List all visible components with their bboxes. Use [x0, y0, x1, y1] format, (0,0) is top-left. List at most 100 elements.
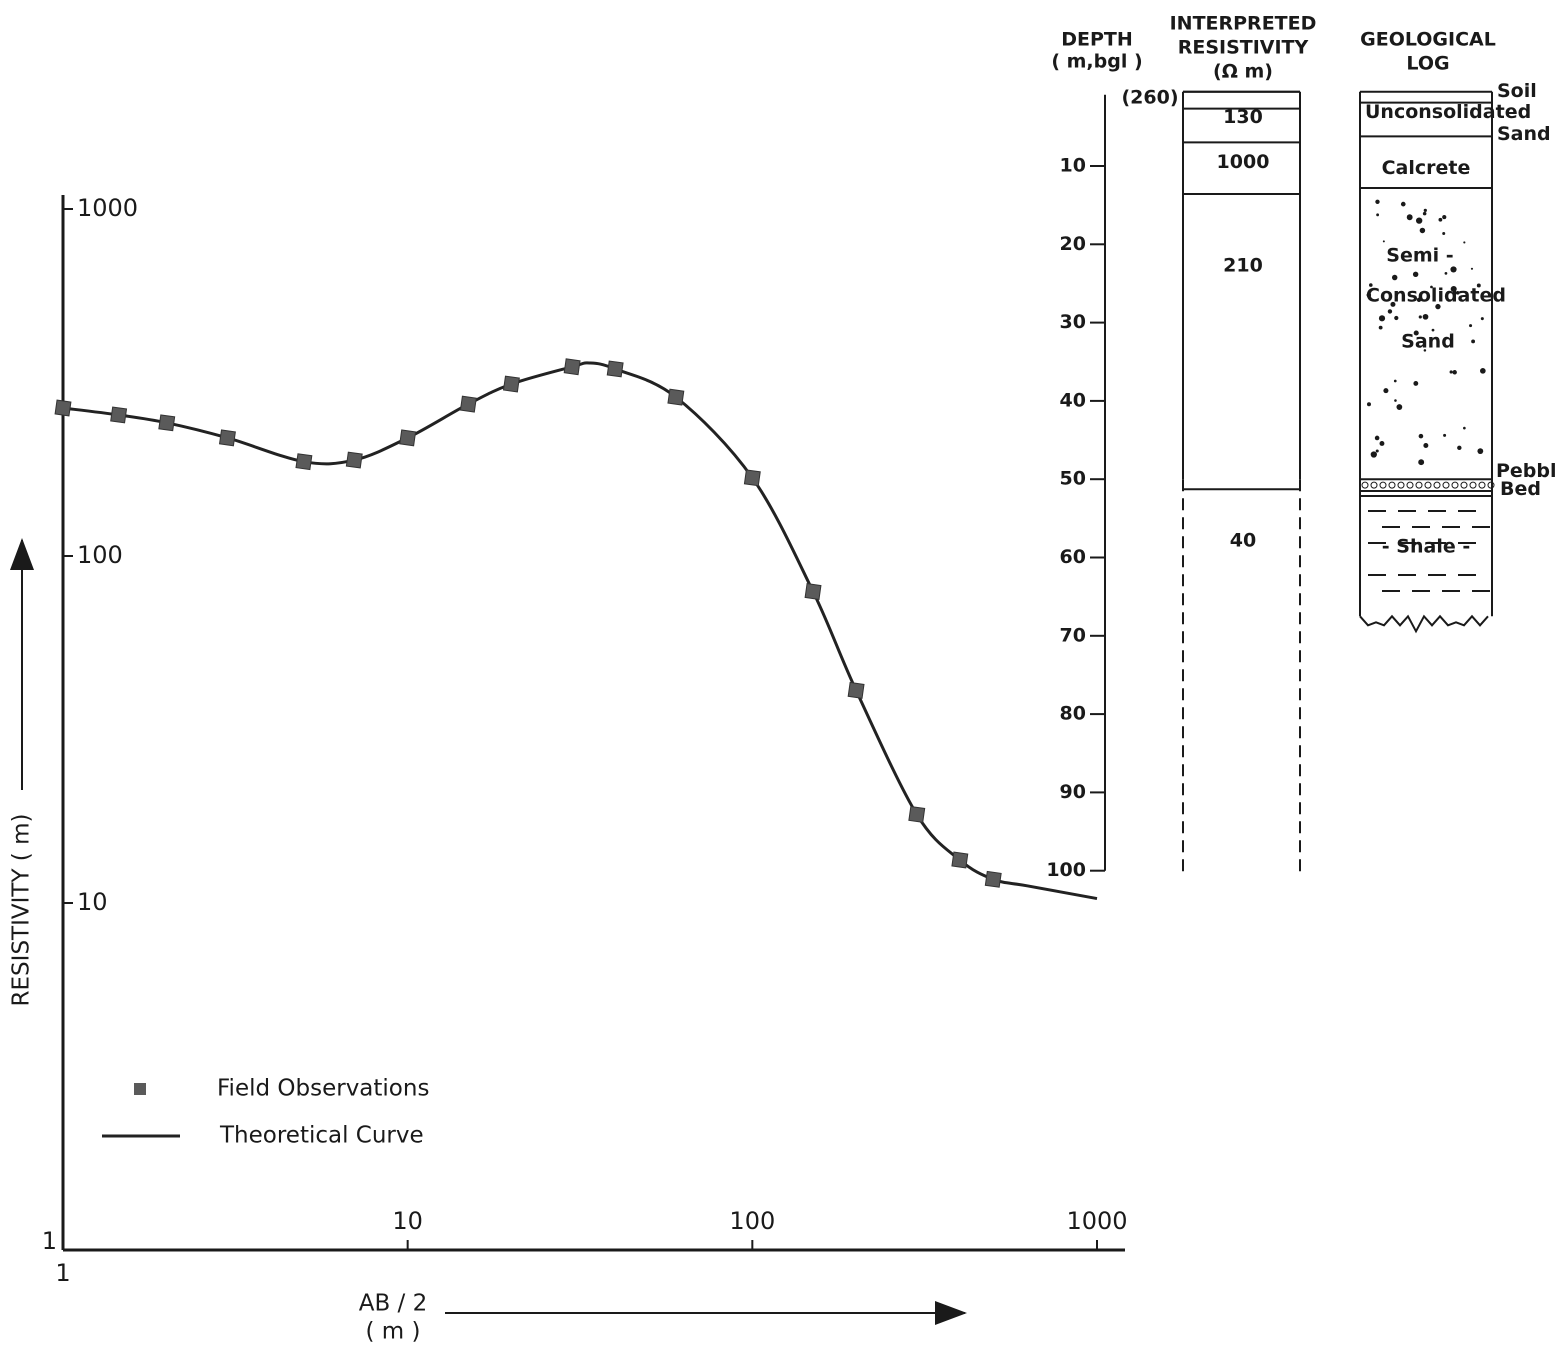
field-observation: [55, 400, 71, 416]
depth-tick-label: 100: [1046, 859, 1086, 881]
depth-header: ( m,bgl ): [1051, 51, 1142, 73]
field-observation: [985, 871, 1001, 887]
sand-dot: [1375, 200, 1379, 204]
pebble: [1461, 482, 1467, 488]
sand-dot: [1471, 339, 1475, 343]
sand-dot: [1469, 324, 1472, 327]
sand-dot: [1394, 399, 1397, 402]
sand-dot: [1450, 266, 1456, 272]
x-axis-label: AB / 2: [359, 1291, 428, 1317]
sand-dot: [1442, 232, 1445, 235]
sand-dot: [1401, 202, 1406, 207]
sand-dot: [1417, 298, 1421, 302]
sand-dot: [1369, 283, 1373, 287]
sand-dot: [1367, 293, 1372, 298]
legend-label: Field Observations: [217, 1076, 429, 1102]
sand-dot: [1452, 370, 1456, 374]
field-observation: [668, 389, 684, 405]
sand-dot: [1383, 240, 1385, 242]
field-observation: [159, 415, 175, 431]
pebble: [1416, 482, 1422, 488]
pebble: [1407, 482, 1413, 488]
depth-tick-label: 10: [1060, 155, 1086, 177]
field-observation: [220, 430, 236, 446]
depth-tick-label: 30: [1060, 311, 1086, 333]
sand-dot: [1375, 436, 1380, 441]
log-label: Calcrete: [1382, 157, 1471, 179]
log-label: Unconsolidated: [1365, 101, 1531, 123]
legend-marker: [134, 1083, 146, 1095]
sand-dot: [1438, 218, 1442, 222]
field-observation: [111, 407, 127, 423]
sand-dot: [1371, 451, 1377, 457]
field-observation: [744, 470, 760, 486]
sand-dot: [1376, 449, 1379, 452]
sand-dot: [1445, 272, 1448, 275]
sand-dot: [1379, 315, 1385, 321]
sand-dot: [1379, 441, 1384, 446]
y-tick-label: 1: [42, 1227, 57, 1255]
depth-tick-label: 60: [1060, 546, 1086, 568]
shale-bottom: [1360, 616, 1488, 631]
sand-dot: [1451, 286, 1457, 292]
field-observation: [848, 682, 864, 698]
log-label: Sand: [1401, 331, 1455, 353]
depth-tick-label: 80: [1060, 703, 1086, 725]
sand-dot: [1480, 368, 1486, 374]
depth-tick-label: 40: [1060, 389, 1086, 411]
pebble: [1389, 482, 1395, 488]
sand-dot: [1419, 434, 1424, 439]
field-observation: [952, 852, 968, 868]
log-label: Consolidated: [1366, 285, 1506, 307]
sand-dot: [1416, 217, 1422, 223]
pebble: [1371, 482, 1377, 488]
sand-dot: [1442, 215, 1446, 219]
field-observation: [607, 361, 623, 377]
resistivity-header: RESISTIVITY: [1178, 37, 1309, 59]
resistivity-value: 1000: [1217, 151, 1270, 173]
log-label: Soil: [1497, 80, 1537, 102]
resistivity-header: (Ω m): [1213, 61, 1273, 83]
resistivity-header: INTERPRETED: [1170, 13, 1317, 35]
pebble: [1398, 482, 1404, 488]
pebble: [1479, 482, 1485, 488]
x-tick-label: 10: [392, 1207, 423, 1235]
sand-dot: [1457, 446, 1461, 450]
sand-dot: [1383, 388, 1388, 393]
log-header: GEOLOGICAL: [1360, 29, 1496, 51]
sand-dot: [1396, 404, 1402, 410]
resistivity-value: (260): [1121, 87, 1178, 109]
log-label: Sand: [1497, 123, 1551, 145]
resistivity-value: 210: [1223, 255, 1263, 277]
pebble: [1470, 482, 1476, 488]
sand-dot: [1463, 427, 1466, 430]
field-observation: [346, 452, 362, 468]
sand-dot: [1477, 283, 1481, 287]
pebble: [1443, 482, 1449, 488]
sand-dot: [1423, 212, 1427, 216]
sand-dot: [1424, 209, 1427, 212]
pebble: [1380, 482, 1386, 488]
sand-dot: [1424, 349, 1427, 352]
sand-dot: [1430, 286, 1433, 289]
field-observation: [909, 807, 925, 823]
sand-dot: [1450, 370, 1453, 373]
sand-dot: [1413, 272, 1418, 277]
y-axis-label: RESISTIVITY ( m): [9, 814, 35, 1007]
depth-header: DEPTH: [1061, 29, 1133, 51]
sand-dot: [1423, 443, 1428, 448]
sand-dot: [1407, 214, 1413, 220]
sand-dot: [1420, 228, 1425, 233]
sand-dot: [1376, 213, 1379, 216]
depth-tick-label: 50: [1060, 468, 1086, 490]
x-tick-label: 100: [729, 1207, 775, 1235]
sand-dot: [1394, 316, 1398, 320]
sand-dot: [1471, 268, 1473, 270]
field-observation: [504, 376, 520, 392]
x-axis-label: ( m ): [366, 1319, 421, 1345]
field-observation: [400, 430, 416, 446]
pebble: [1452, 482, 1458, 488]
sand-dot: [1414, 330, 1419, 335]
sand-dot: [1419, 315, 1422, 318]
log-label: Bed: [1500, 478, 1541, 500]
